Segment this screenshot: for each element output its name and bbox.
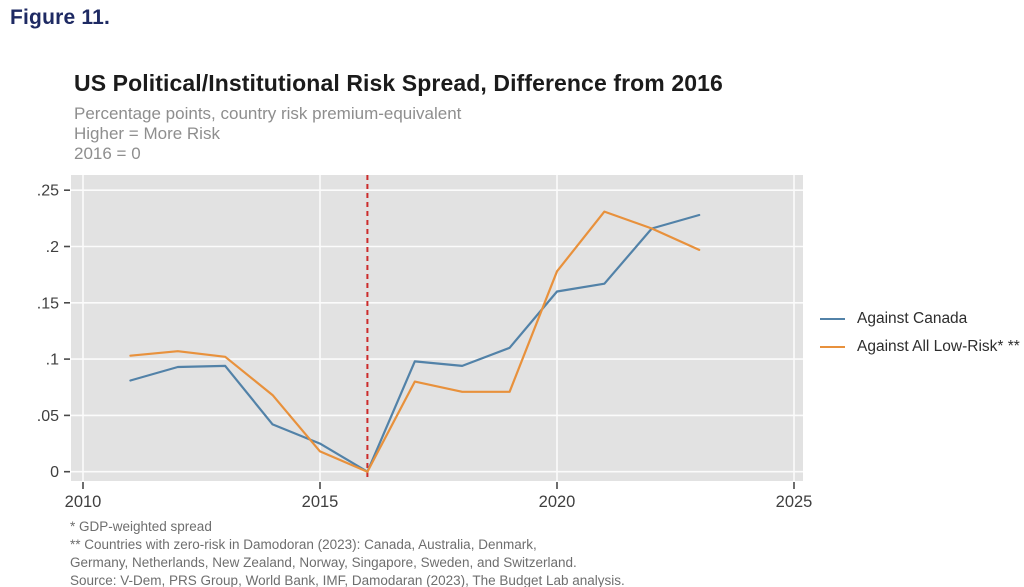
footnote-source: Source: V-Dem, PRS Group, World Bank, IM… bbox=[70, 573, 625, 587]
y-tick-label-.15: .15 bbox=[37, 295, 59, 312]
x-tick-label-2025: 2025 bbox=[776, 493, 813, 511]
chart-title: US Political/Institutional Risk Spread, … bbox=[74, 70, 723, 96]
footnote-zero-risk-countries-2: Germany, Netherlands, New Zealand, Norwa… bbox=[70, 555, 577, 570]
y-tick-label-.1: .1 bbox=[46, 352, 59, 369]
y-tick-label-.05: .05 bbox=[37, 408, 59, 425]
subtitle-line-units: Percentage points, country risk premium-… bbox=[74, 104, 462, 123]
legend-label-against-all-low-risk: Against All Low-Risk* ** bbox=[857, 338, 1020, 355]
y-tick-label-.2: .2 bbox=[46, 239, 59, 256]
footnotes: * GDP-weighted spread ** Countries with … bbox=[70, 518, 625, 587]
legend-swatch-against-all-low-risk bbox=[820, 346, 845, 348]
footnote-gdp-weighted: * GDP-weighted spread bbox=[70, 519, 212, 534]
plot-area bbox=[71, 175, 803, 481]
figure-label: Figure 11. bbox=[10, 6, 111, 29]
chart-legend: Against Canada Against All Low-Risk* ** bbox=[820, 305, 1020, 361]
subtitle-line-base-year: 2016 = 0 bbox=[74, 144, 141, 163]
legend-label-against-canada: Against Canada bbox=[857, 310, 968, 327]
y-tick-label-.25: .25 bbox=[37, 183, 59, 200]
chart-subtitle: Percentage points, country risk premium-… bbox=[74, 104, 834, 164]
chart-header: US Political/Institutional Risk Spread, … bbox=[74, 70, 834, 164]
legend-item-against-canada: Against Canada bbox=[820, 305, 1020, 333]
x-tick-label-2015: 2015 bbox=[302, 493, 339, 511]
y-tick-label-0: 0 bbox=[50, 464, 59, 481]
subtitle-line-direction: Higher = More Risk bbox=[74, 124, 220, 143]
legend-swatch-against-canada bbox=[820, 318, 845, 320]
footnote-zero-risk-countries-1: ** Countries with zero-risk in Damodoran… bbox=[70, 537, 537, 552]
series-line-against-canada bbox=[129, 213, 701, 473]
series-line-against-all-low-risk bbox=[129, 210, 701, 473]
x-tick-label-2020: 2020 bbox=[539, 493, 576, 511]
x-tick-label-2010: 2010 bbox=[65, 493, 102, 511]
legend-item-against-all-low-risk: Against All Low-Risk* ** bbox=[820, 333, 1020, 361]
